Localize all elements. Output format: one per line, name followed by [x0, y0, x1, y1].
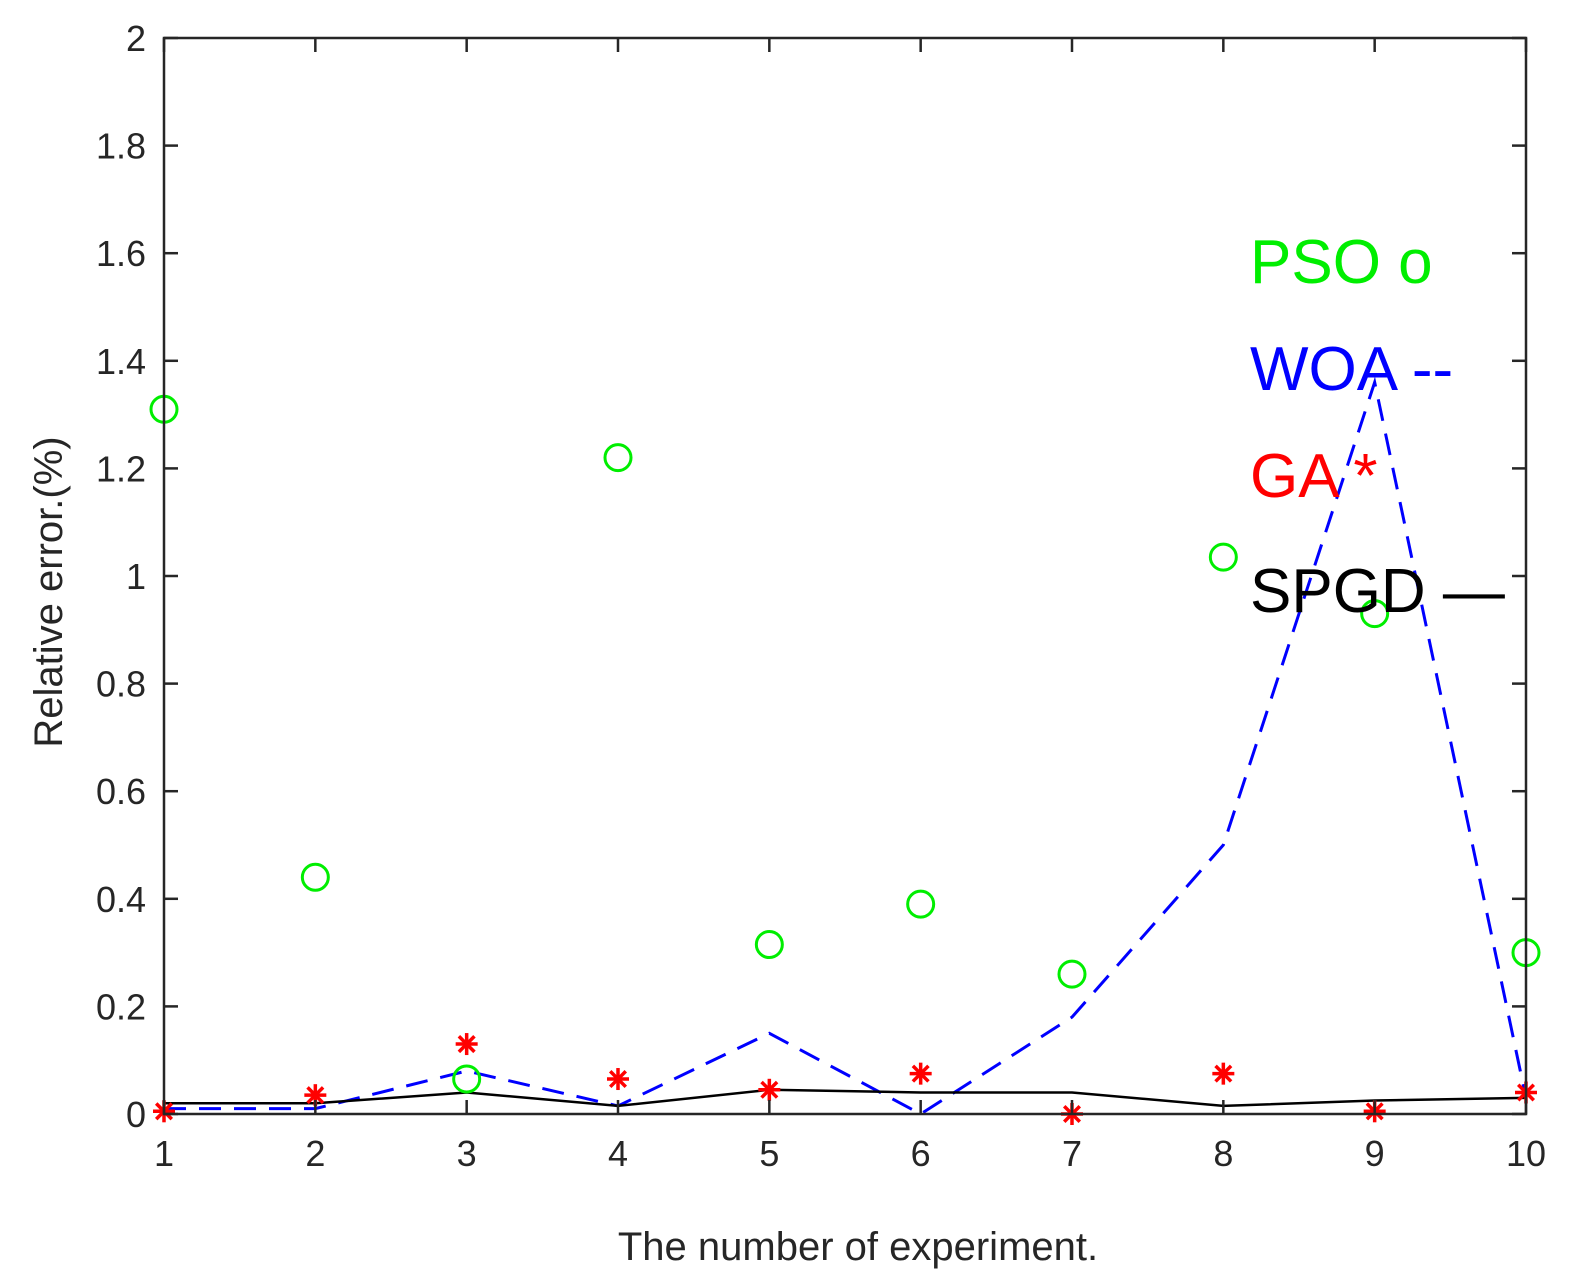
x-tick-label: 5: [759, 1133, 779, 1174]
axes: 0 0.2 0.4 0.6 0.8 1 1.2 1.4 1.6 1.8 2 1 2 3 4 5 6 7 8 9 10: [96, 18, 1546, 1174]
series-layer: [149, 376, 1541, 1125]
x-tick-label: 10: [1506, 1133, 1546, 1174]
y-tick-label: 1.4: [96, 341, 146, 382]
pso-point: [300, 862, 330, 892]
pso-point: [906, 889, 936, 919]
x-axis-title: The number of experiment.: [618, 1225, 1098, 1269]
ga-point: [1212, 1062, 1235, 1085]
y-tick-label: 0.8: [96, 664, 146, 705]
x-tick-label: 4: [608, 1133, 628, 1174]
x-tick-label: 3: [457, 1133, 477, 1174]
y-tick-label: 1: [126, 556, 146, 597]
y-tick-label: 0.4: [96, 879, 146, 920]
pso-point: [1208, 542, 1238, 572]
x-tick-label: 7: [1062, 1133, 1082, 1174]
y-axis-title: Relative error.(%): [27, 436, 71, 747]
pso-point: [1057, 959, 1087, 989]
ga-point: [455, 1033, 478, 1056]
legend-ga: GA *: [1250, 442, 1378, 511]
y-tick-label: 0.6: [96, 771, 146, 812]
pso-point: [603, 443, 633, 473]
series-line-spgd: [164, 1088, 1527, 1108]
legend: PSO o WOA -- GA * SPGD —: [1250, 228, 1505, 626]
legend-woa: WOA --: [1250, 335, 1453, 404]
ga-point: [304, 1084, 327, 1107]
x-tick-label: 9: [1365, 1133, 1385, 1174]
plot-area: [164, 38, 1526, 1114]
legend-pso: PSO o: [1250, 228, 1433, 297]
pso-point: [754, 930, 784, 960]
y-tick-label: 0.2: [96, 986, 146, 1027]
y-tick-label: 1.8: [96, 126, 146, 167]
y-tick-label: 0: [126, 1094, 146, 1135]
ga-point: [909, 1062, 932, 1085]
pso-point: [1360, 599, 1390, 629]
ga-point: [758, 1078, 781, 1101]
series-line-woa: [164, 376, 1528, 1116]
y-tick-label: 1.2: [96, 448, 146, 489]
legend-spgd: SPGD —: [1250, 557, 1505, 626]
x-tick-label: 8: [1213, 1133, 1233, 1174]
plot-background: [164, 38, 1526, 1114]
pso-point: [452, 1064, 482, 1094]
x-tick-label: 2: [305, 1133, 325, 1174]
x-tick-label: 1: [154, 1133, 174, 1174]
y-tick-label: 1.6: [96, 233, 146, 274]
y-tick-label: 2: [126, 18, 146, 59]
ga-point: [607, 1068, 629, 1091]
x-tick-label: 6: [911, 1133, 931, 1174]
